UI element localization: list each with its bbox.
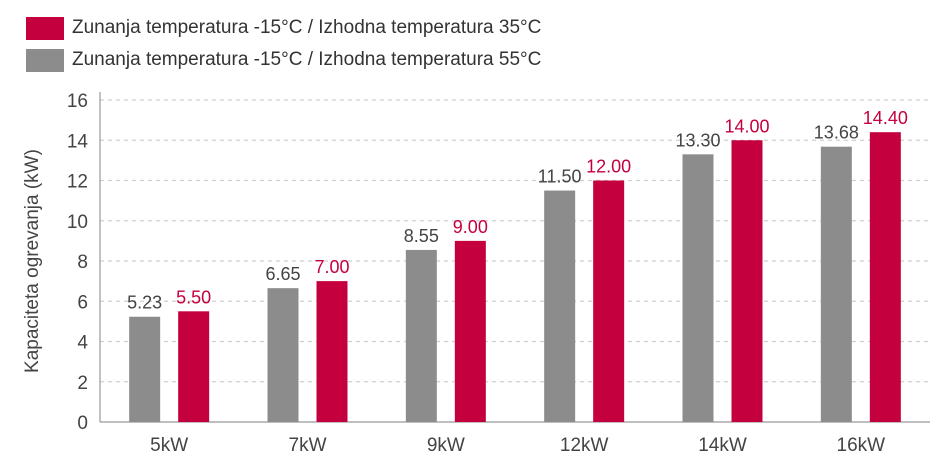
x-tick-label: 5kW — [150, 435, 188, 456]
data-label: 6.65 — [265, 264, 300, 284]
y-tick-label: 14 — [67, 131, 89, 152]
legend-swatch-gray — [26, 48, 64, 72]
y-axis-title: Kapaciteta ogrevanja (kW) — [22, 149, 43, 373]
legend-label-55c: Zunanja temperatura -15°C / Izhodna temp… — [72, 49, 542, 70]
chart-legend: Zunanja temperatura -15°C / Izhodna temp… — [26, 12, 541, 76]
bar — [454, 240, 486, 422]
data-label: 9.00 — [453, 217, 488, 237]
y-tick-label: 16 — [67, 91, 88, 112]
legend-item-55c: Zunanja temperatura -15°C / Izhodna temp… — [26, 44, 541, 76]
bar — [820, 146, 852, 422]
x-tick-label: 14kW — [698, 435, 747, 456]
bar — [316, 281, 348, 422]
legend-label-35c: Zunanja temperatura -15°C / Izhodna temp… — [72, 17, 542, 38]
legend-swatch-red — [26, 16, 64, 40]
y-tick-label: 10 — [67, 212, 88, 233]
x-tick-label: 16kW — [837, 435, 886, 456]
bar — [178, 311, 210, 422]
y-tick-label: 12 — [67, 172, 88, 193]
data-label: 7.00 — [314, 257, 349, 277]
bar — [869, 132, 901, 422]
x-tick-label: 9kW — [427, 435, 465, 456]
data-label: 8.55 — [404, 226, 439, 246]
data-label: 13.68 — [814, 123, 859, 143]
y-tick-label: 0 — [77, 413, 88, 434]
bar — [129, 316, 161, 422]
data-label: 14.40 — [863, 108, 908, 128]
y-tick-label: 8 — [77, 252, 88, 273]
x-tick-label: 7kW — [289, 435, 327, 456]
bar — [267, 288, 299, 422]
data-label: 5.23 — [127, 293, 162, 313]
bar — [682, 154, 714, 422]
bar — [731, 140, 763, 422]
data-label: 12.00 — [586, 157, 631, 177]
x-tick-label: 12kW — [560, 435, 609, 456]
data-label: 5.50 — [176, 287, 211, 307]
y-tick-label: 4 — [77, 333, 88, 354]
bar — [405, 249, 437, 422]
legend-item-35c: Zunanja temperatura -15°C / Izhodna temp… — [26, 12, 541, 44]
data-label: 13.30 — [675, 130, 720, 150]
bar — [593, 180, 625, 422]
y-tick-label: 2 — [77, 373, 88, 394]
data-label: 11.50 — [538, 167, 582, 187]
bar — [544, 190, 576, 422]
data-label: 14.00 — [724, 116, 769, 136]
y-tick-label: 6 — [77, 292, 88, 313]
